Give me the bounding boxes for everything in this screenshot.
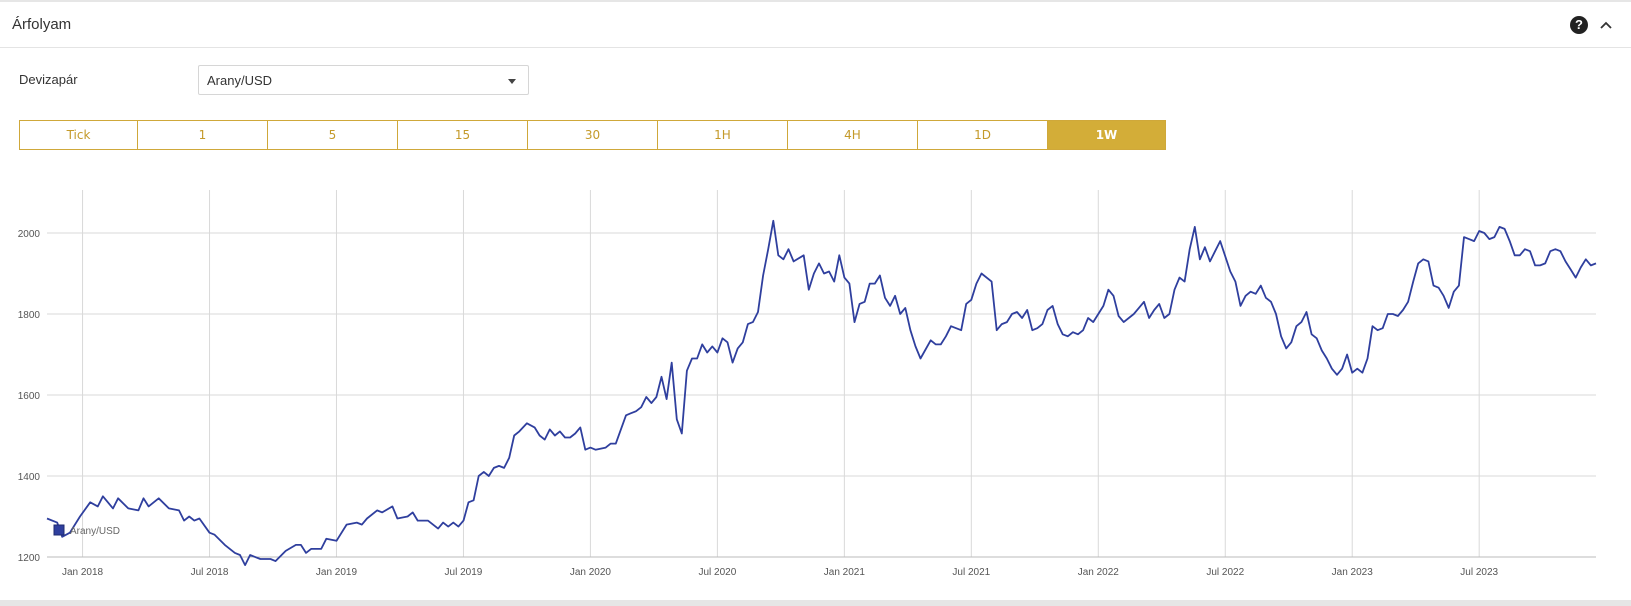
question-circle-icon[interactable]: ? (1570, 16, 1588, 34)
x-tick-label: Jan 2022 (1078, 567, 1120, 578)
currency-pair-select[interactable]: Arany/USD (198, 65, 529, 95)
legend-swatch (53, 524, 65, 536)
tab-1h[interactable]: 1H (657, 120, 788, 150)
panel-bottom-border (0, 600, 1631, 606)
tab-1w[interactable]: 1W (1047, 120, 1166, 150)
legend-label: Arany/USD (70, 526, 120, 537)
y-tick-label: 2000 (18, 229, 41, 240)
price-chart: 1200 1400 1600 1800 2000 Jan 2018 Jul 2018 Jan … (0, 182, 1631, 582)
tab-1[interactable]: 1 (137, 120, 268, 150)
currency-pair-value: Arany/USD (207, 73, 273, 88)
tab-15[interactable]: 15 (397, 120, 528, 150)
tab-4h[interactable]: 4H (787, 120, 918, 150)
chevron-up-icon[interactable] (1598, 16, 1614, 34)
x-tick-label: Jul 2020 (698, 567, 736, 578)
tab-tick[interactable]: Tick (19, 120, 138, 150)
x-tick-label: Jul 2022 (1206, 567, 1244, 578)
x-tick-label: Jan 2021 (824, 567, 866, 578)
y-tick-label: 1200 (18, 553, 41, 564)
x-tick-label: Jul 2018 (191, 567, 229, 578)
x-tick-label: Jan 2020 (570, 567, 612, 578)
caret-down-icon (508, 79, 516, 84)
y-tick-label: 1800 (18, 310, 41, 321)
price-chart-svg: 1200 1400 1600 1800 2000 Jan 2018 Jul 2018 Jan … (18, 190, 1597, 578)
panel-title: Árfolyam (12, 16, 72, 33)
x-tick-label: Jul 2023 (1460, 567, 1498, 578)
tab-30[interactable]: 30 (527, 120, 658, 150)
x-tick-label: Jan 2019 (316, 567, 358, 578)
timeframe-tabs: Tick 1 5 15 30 1H 4H 1D 1W (19, 120, 1166, 150)
currency-pair-label: Devizapár (19, 72, 78, 87)
tab-1d[interactable]: 1D (917, 120, 1048, 150)
tab-5[interactable]: 5 (267, 120, 398, 150)
series-line-arany-usd (46, 219, 1597, 566)
x-tick-label: Jan 2023 (1332, 567, 1374, 578)
y-tick-label: 1400 (18, 472, 41, 483)
x-tick-label: Jan 2018 (62, 567, 104, 578)
x-tick-label: Jul 2021 (952, 567, 990, 578)
panel-header: Árfolyam ? (0, 2, 1631, 48)
y-tick-label: 1600 (18, 391, 41, 402)
x-tick-label: Jul 2019 (445, 567, 483, 578)
